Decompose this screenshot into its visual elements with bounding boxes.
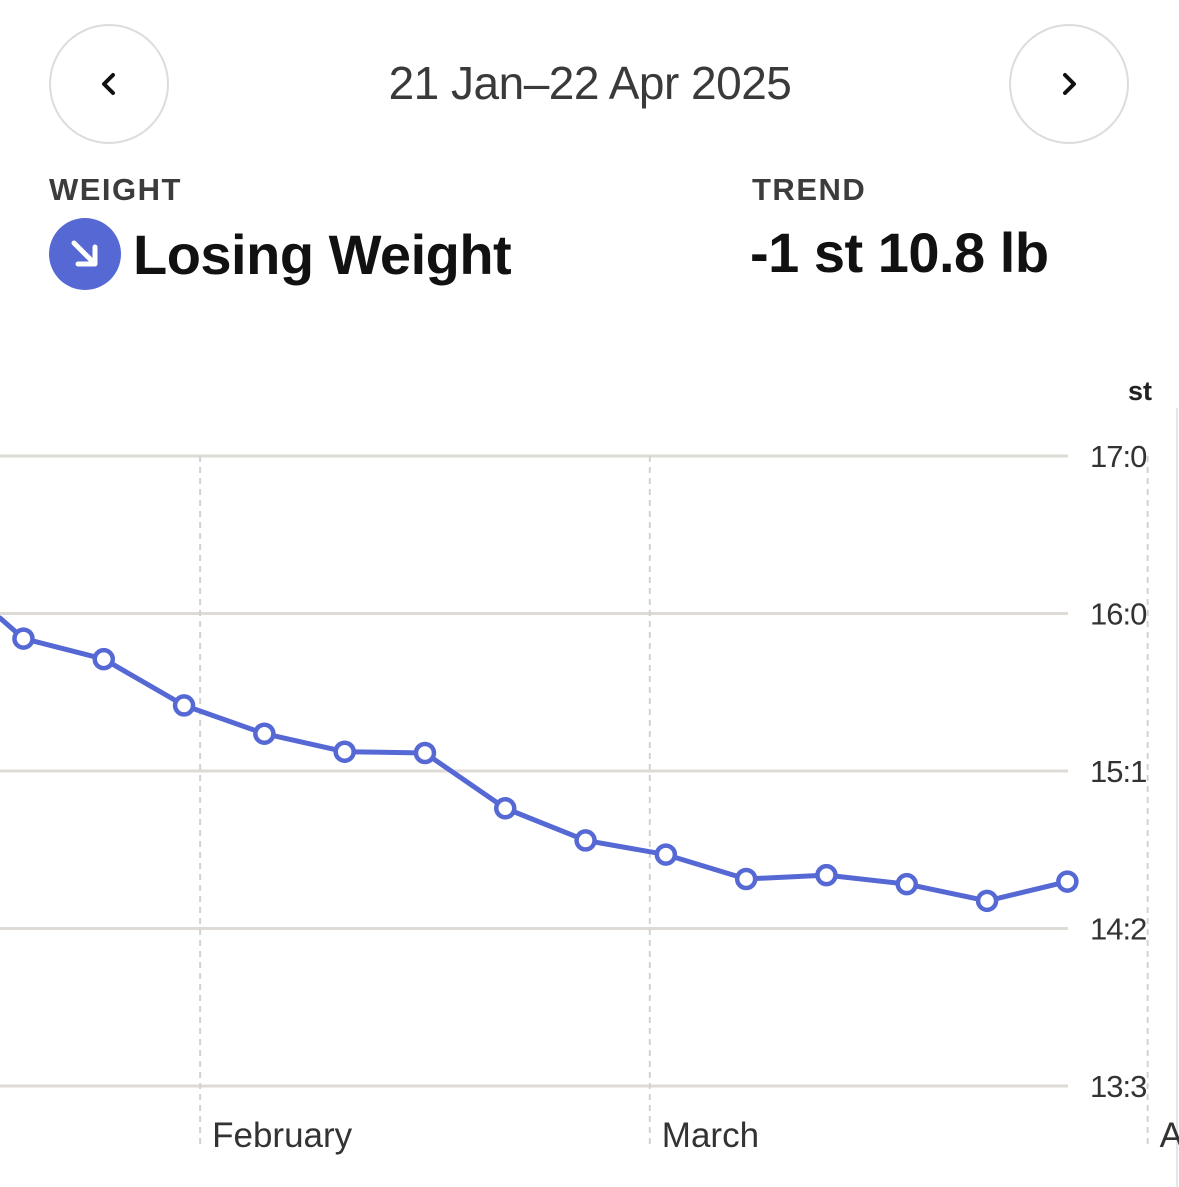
data-point — [494, 797, 517, 820]
data-point — [734, 867, 758, 891]
weight-series-line — [0, 615, 1070, 904]
data-point — [574, 829, 597, 852]
y-tick-label: 15:1 — [1090, 754, 1146, 789]
weight-label: WEIGHT — [49, 172, 182, 207]
y-tick-label: 13:3 — [1090, 1069, 1146, 1104]
x-tick-label: April — [1160, 1116, 1179, 1155]
trend-label: TREND — [752, 172, 867, 207]
data-point — [815, 863, 838, 887]
x-tick-label: February — [212, 1116, 353, 1155]
data-point — [92, 647, 116, 671]
y-axis-unit-label: st — [1128, 376, 1152, 406]
data-point — [172, 694, 196, 717]
y-tick-label: 17:0 — [1090, 439, 1147, 474]
chevron-left-icon — [102, 73, 115, 95]
data-point — [333, 740, 356, 763]
y-tick-label: 16:0 — [1090, 597, 1147, 632]
data-point — [895, 872, 919, 896]
weight-line-chart: st 17:0 16:0 15:1 14:2 13:3 February March April — [0, 376, 1179, 1187]
data-point — [1056, 870, 1079, 893]
data-point — [975, 889, 999, 913]
data-point — [12, 627, 35, 650]
date-range: 21 Jan–22 Apr 2025 — [388, 57, 792, 109]
trend-value: -1 st 10.8 lb — [750, 221, 1049, 284]
previous-period-button[interactable] — [49, 24, 169, 144]
next-period-button[interactable] — [1009, 24, 1129, 144]
data-point — [413, 741, 437, 765]
data-point — [654, 843, 678, 866]
weight-status: Losing Weight — [49, 218, 512, 290]
weight-status-text: Losing Weight — [133, 222, 512, 286]
data-point — [253, 722, 276, 745]
y-tick-label: 14:2 — [1090, 912, 1146, 947]
x-tick-label: March — [662, 1116, 759, 1155]
chevron-right-icon — [1063, 73, 1076, 95]
arrow-down-right-icon — [49, 218, 121, 290]
